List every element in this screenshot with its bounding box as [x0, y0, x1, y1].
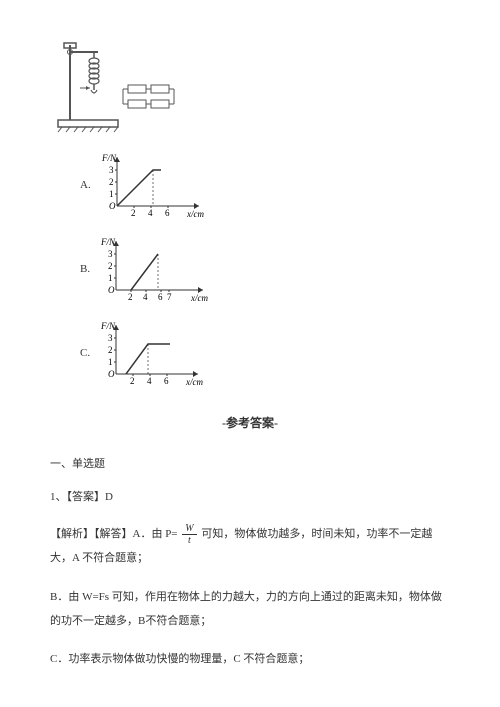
svg-text:4: 4	[148, 208, 153, 218]
svg-text:F/N: F/N	[100, 237, 116, 247]
svg-text:6: 6	[165, 208, 170, 218]
svg-text:2: 2	[108, 261, 113, 271]
option-c: C. F/N x/cm O 1 2 3 2 4 6	[80, 319, 450, 389]
option-a-letter: A.	[80, 176, 91, 196]
svg-text:3: 3	[109, 165, 114, 175]
svg-text:2: 2	[131, 208, 136, 218]
apparatus-svg	[50, 40, 190, 135]
svg-text:O: O	[109, 201, 116, 211]
option-c-letter: C.	[80, 344, 90, 364]
option-b: B. F/N x/cm O 1 2 3 2 4 6 7	[80, 235, 450, 305]
svg-text:1: 1	[108, 357, 113, 367]
option-a: A. F/N x/cm O 1 2 3 2 4 6	[80, 151, 450, 221]
xlabel: x/cm	[186, 209, 204, 219]
ylabel: F/N	[101, 153, 117, 163]
svg-text:2: 2	[130, 376, 135, 386]
svg-text:6: 6	[164, 376, 169, 386]
svg-text:x/cm: x/cm	[190, 293, 208, 303]
svg-text:O: O	[108, 369, 115, 379]
svg-text:7: 7	[167, 292, 172, 302]
chart-b: F/N x/cm O 1 2 3 2 4 6 7	[98, 235, 213, 305]
explanation-c: C．功率表示物体做功快慢的物理量，C 不符合题意；	[50, 647, 450, 671]
chart-a: F/N x/cm O 1 2 3 2 4 6	[99, 151, 209, 221]
explain-a-prefix: 【解析】【解答】A．由 P=	[50, 528, 178, 540]
chart-c: F/N x/cm O 1 2 3 2 4 6	[98, 319, 208, 389]
svg-text:F/N: F/N	[100, 321, 116, 331]
explanation-b: B．由 W=Fs 可知，作用在物体上的力越大，力的方向上通过的距离未知，物体做的…	[50, 585, 450, 633]
svg-text:O: O	[108, 285, 115, 295]
svg-text:1: 1	[109, 189, 114, 199]
svg-text:x/cm: x/cm	[185, 377, 203, 387]
fraction-w-over-t: W t	[182, 523, 196, 546]
svg-text:3: 3	[108, 333, 113, 343]
svg-text:6: 6	[158, 292, 163, 302]
svg-text:3: 3	[108, 249, 113, 259]
svg-text:2: 2	[108, 345, 113, 355]
answer-header: -参考答案-	[50, 413, 450, 435]
svg-text:4: 4	[143, 292, 148, 302]
apparatus-figure	[50, 40, 450, 135]
explanation-a: 【解析】【解答】A．由 P= W t 可知，物体做功越多，时间未知，功率不一定越…	[50, 522, 450, 570]
section-single-choice: 一、单选题	[50, 455, 450, 475]
svg-text:2: 2	[109, 177, 114, 187]
q1-answer: 1、【答案】D	[50, 488, 450, 508]
svg-text:2: 2	[128, 292, 133, 302]
svg-text:1: 1	[108, 273, 113, 283]
svg-text:4: 4	[147, 376, 152, 386]
option-b-letter: B.	[80, 260, 90, 280]
